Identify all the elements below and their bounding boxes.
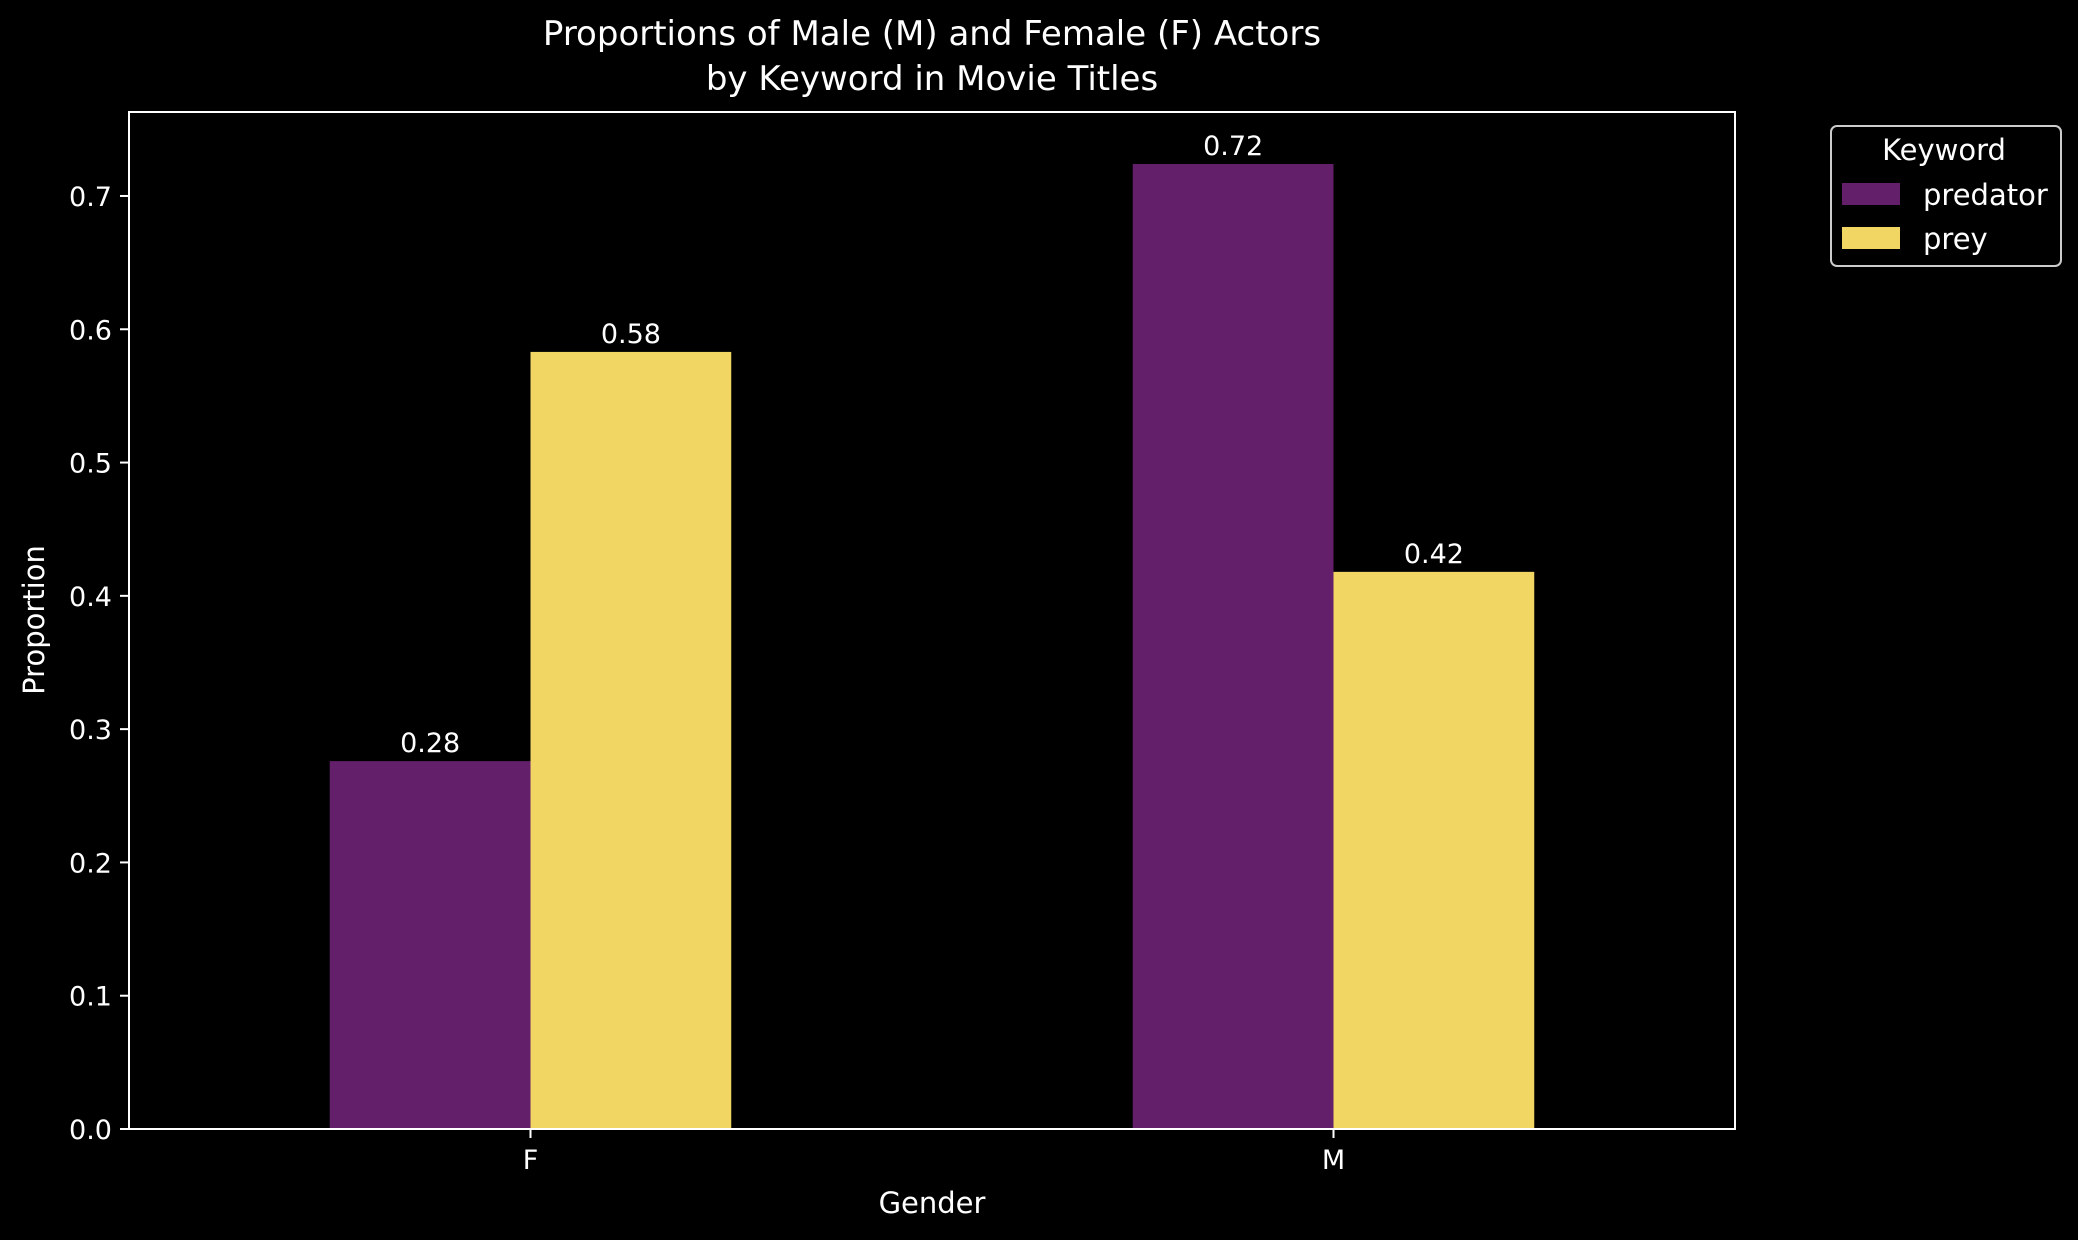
bar-predator-M bbox=[1132, 163, 1334, 1129]
bars-layer bbox=[329, 163, 1535, 1129]
bar-prey-M bbox=[1333, 571, 1535, 1129]
y-axis: 0.0 0.1 0.2 0.3 0.4 0.5 0.6 0.7 bbox=[69, 182, 129, 1146]
legend: Keyword predator prey bbox=[1830, 125, 2062, 267]
x-axis-label: Gender bbox=[879, 1186, 986, 1220]
x-tick-label-F: F bbox=[523, 1145, 539, 1176]
value-label-predator-M: 0.72 bbox=[1203, 131, 1263, 162]
value-label-prey-F: 0.58 bbox=[601, 319, 661, 350]
y-tick-label-0.5: 0.5 bbox=[69, 449, 112, 480]
y-axis-label: Proportion bbox=[17, 545, 51, 695]
legend-swatch-prey bbox=[1842, 227, 1900, 249]
y-tick-label-0.4: 0.4 bbox=[69, 582, 112, 613]
chart-title-line-1: Proportions of Male (M) and Female (F) A… bbox=[543, 14, 1321, 54]
value-label-predator-F: 0.28 bbox=[400, 728, 460, 759]
x-tick-label-M: M bbox=[1322, 1145, 1345, 1176]
y-tick-label-0.7: 0.7 bbox=[69, 182, 112, 213]
y-tick-label-0.6: 0.6 bbox=[69, 315, 112, 346]
y-tick-label-0.0: 0.0 bbox=[69, 1115, 112, 1146]
y-tick-label-0.2: 0.2 bbox=[69, 848, 112, 879]
value-label-prey-M: 0.42 bbox=[1404, 539, 1464, 570]
legend-swatch-predator bbox=[1842, 183, 1900, 205]
y-tick-label-0.1: 0.1 bbox=[69, 982, 112, 1013]
legend-title: Keyword bbox=[1882, 133, 2006, 167]
y-tick-label-0.3: 0.3 bbox=[69, 715, 112, 746]
legend-label-predator: predator bbox=[1923, 178, 2048, 212]
value-labels-layer: 0.28 0.58 0.72 0.42 bbox=[400, 131, 1464, 759]
plot-frame bbox=[128, 111, 1736, 1130]
bar-prey-F bbox=[530, 351, 732, 1129]
chart-title-line-2: by Keyword in Movie Titles bbox=[706, 59, 1158, 99]
bar-predator-F bbox=[329, 761, 531, 1129]
legend-label-prey: prey bbox=[1923, 222, 1988, 256]
